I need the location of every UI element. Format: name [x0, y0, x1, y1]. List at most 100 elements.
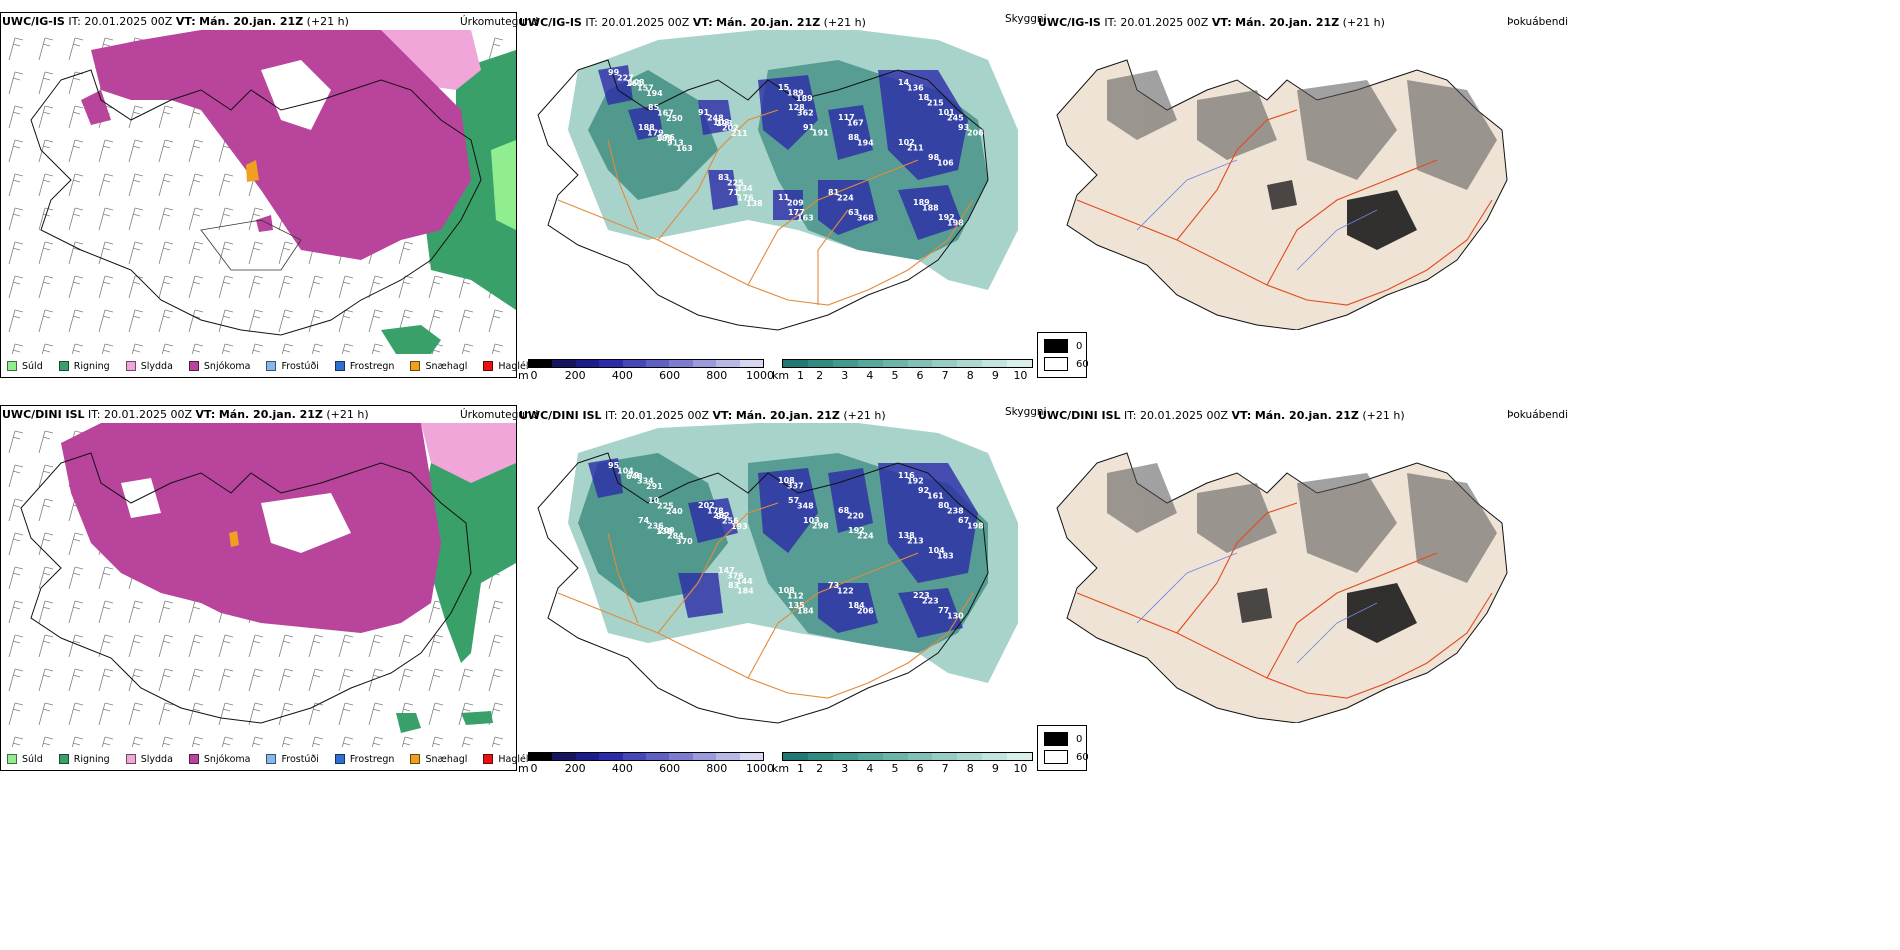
lead-time: (+21 h) [326, 408, 369, 421]
colorbar-tick: 6 [916, 762, 924, 775]
vt-label: VT: [692, 16, 713, 29]
colorbar-segment [529, 753, 553, 760]
colorbar-segment [832, 360, 858, 367]
model-name: UWC/IG-IS [519, 16, 582, 29]
colorbar-segment [957, 753, 983, 760]
ceiling-label: 223 [913, 591, 930, 600]
fog-index-legend: 0 60 [1037, 332, 1089, 378]
ceiling-label: 11 [778, 193, 790, 202]
init-time: IT: 20.01.2025 00Z [88, 408, 193, 421]
ceiling-label: 648 [626, 472, 643, 481]
ceiling-label: 157 [637, 83, 654, 92]
ceiling-label: 71 [728, 188, 740, 197]
valid-time: Mán. 20.jan. 21Z [1235, 16, 1340, 29]
legend-white-swatch [1044, 357, 1068, 371]
ceiling-low-patches [588, 458, 978, 638]
rivers-overlay [1136, 552, 1378, 664]
ceiling-label: 147 [718, 566, 735, 575]
ceiling-label: 93 [958, 123, 969, 132]
precip-type-legend: Súld Rigning Slydda Snjókoma Frostúði Frostre… [1, 749, 529, 769]
legend-item: Slydda [125, 754, 173, 765]
ceiling-label: 79 [628, 471, 640, 480]
ceiling-label: 284 [667, 531, 684, 540]
ceiling-labels: 9579107420920225214783108571036819211692… [608, 461, 984, 620]
legend-label: Snæhagl [425, 753, 468, 765]
colorbar-strip [782, 359, 1033, 368]
ceiling-label: 194 [646, 89, 663, 98]
ceiling-label: 198 [967, 521, 984, 530]
colorbar-tick: 1 [797, 762, 805, 775]
colorbar-tick: 200 [564, 369, 586, 382]
ceiling-label: 176 [737, 193, 754, 202]
ceiling-label: 138 [656, 527, 673, 536]
colorbar-segment [857, 753, 883, 760]
lead-time: (+21 h) [1362, 409, 1405, 422]
colorbar-segment [957, 360, 983, 367]
colorbar-tick: 800 [706, 369, 728, 382]
visibility-map: 9910385188176911038371151289111788141810… [537, 30, 1018, 331]
init-time: IT: 20.01.2025 00Z [1104, 16, 1209, 29]
ceiling-label: 184 [797, 606, 814, 615]
colorbar-tick: 600 [659, 369, 681, 382]
precip-title: Úrkomutegund [460, 16, 539, 28]
colorbar-segment [807, 753, 833, 760]
ceiling-label: 183 [937, 551, 954, 560]
legend-label: Rigning [73, 753, 110, 765]
ceiling-label: 348 [797, 501, 814, 510]
legend-item: Slydda [125, 361, 173, 372]
legend-swatch [410, 754, 421, 764]
legend-label: Frostúði [281, 360, 319, 372]
colorbar-tick: 9 [991, 762, 999, 775]
colorbar-tick: 10 [1013, 762, 1028, 775]
fog-title: Þokuábendi [1507, 409, 1568, 421]
colorbar-unit: km [772, 762, 790, 775]
ceiling-label: 376 [727, 571, 744, 580]
colorbar-tick: 1000 [746, 369, 774, 382]
vis-header: UWC/DINI ISL IT: 20.01.2025 00Z VT: Mán.… [519, 409, 886, 422]
ceiling-label: 163 [676, 144, 693, 153]
legend-white-swatch [1044, 750, 1068, 764]
legend-label: Snjókoma [203, 360, 251, 372]
legend-item: Súld [7, 361, 43, 372]
visibility-map-panel: 95 79 10 74 209 202 252 147 83 108 57 103 68 192 116 92… [518, 423, 1038, 748]
ceiling-label: 138 [746, 199, 763, 208]
ceiling-label: 189 [913, 198, 930, 207]
fog-map [1056, 59, 1508, 330]
colorbar-segment [599, 360, 623, 367]
ceiling-label: 167 [847, 118, 864, 127]
legend-label: Frostúði [281, 753, 319, 765]
precip-title: Úrkomutegund [460, 409, 539, 421]
legend-item: Rigning [58, 753, 110, 765]
legend-item: Frostregn [334, 361, 394, 372]
ceiling-label: 291 [646, 482, 663, 491]
colorbar-segment [857, 360, 883, 367]
ceiling-label: 95 [608, 461, 620, 470]
colorbar-segment [575, 360, 600, 367]
legend-item: Snjókoma [188, 754, 250, 765]
ceiling-label: 252 [713, 511, 730, 520]
legend-swatch [58, 754, 69, 764]
colorbar-segment [982, 360, 1008, 367]
legend-swatch [188, 361, 199, 371]
ceiling-label: 104 [617, 466, 634, 475]
legend-swatch [7, 754, 17, 764]
fog-map [1056, 452, 1508, 723]
ceiling-label: 73 [828, 581, 839, 590]
ceiling-label: 209 [787, 198, 804, 207]
ceiling-label: 188 [638, 123, 655, 132]
ceiling-label: 99 [608, 68, 620, 77]
ceiling-label: 192 [848, 526, 865, 535]
ceiling-label: 256 [722, 516, 739, 525]
legend-item: Frostúði [266, 753, 319, 765]
ceiling-label: 161 [626, 79, 643, 88]
colorbar-segment [622, 753, 647, 760]
colorbar-tick: 800 [706, 762, 728, 775]
ceiling-label: 135 [788, 601, 805, 610]
colorbar-segment [646, 753, 670, 760]
ceiling-label: 108 [778, 476, 795, 485]
ceiling-label: 224 [837, 193, 854, 202]
ceiling-labels: 9910385188176911038371151289111788141810… [608, 68, 984, 227]
legend-black-swatch [1044, 339, 1068, 353]
vt-label: VT: [1211, 16, 1232, 29]
colorbar-tick: 5 [891, 762, 899, 775]
